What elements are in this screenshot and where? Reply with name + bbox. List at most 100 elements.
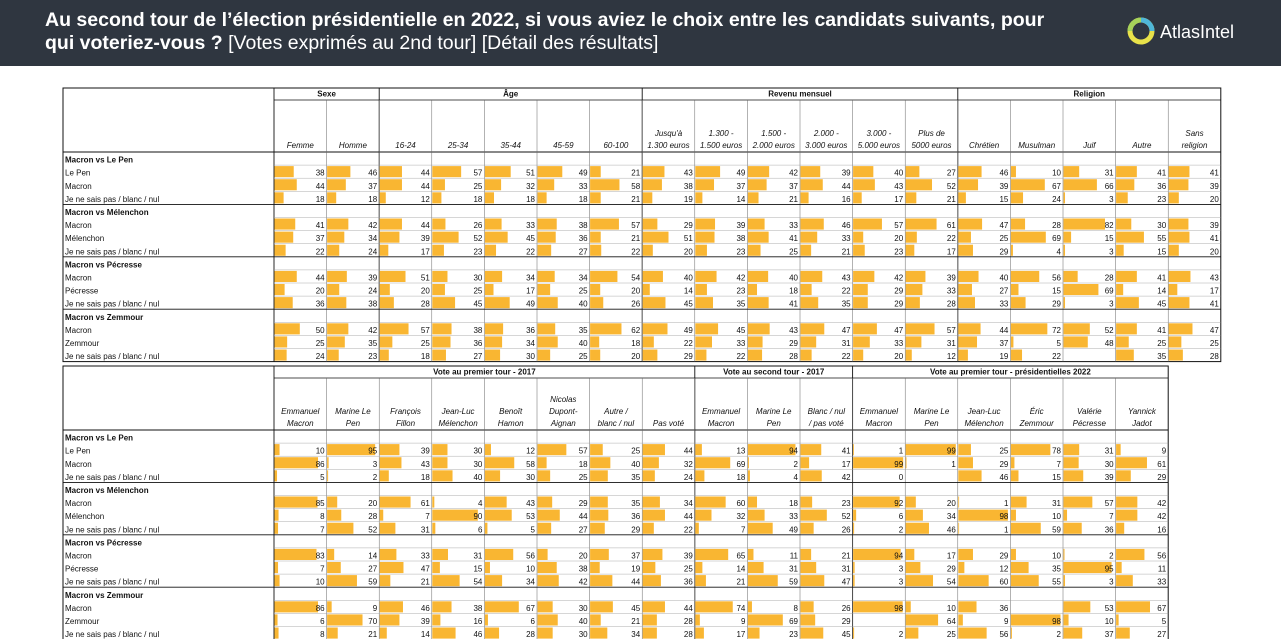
value-bar [958,284,972,296]
value-bar [853,444,854,456]
section-title: Macron vs Le Pen [65,434,133,443]
value-cell: 27 [579,525,588,534]
value-cell: 14 [684,287,693,296]
value-cell: 40 [684,274,693,283]
value-bar [1010,349,1023,361]
value-bar [905,270,926,282]
value-bar [537,522,552,534]
value-cell: 51 [421,274,430,283]
value-bar [432,218,446,230]
value-bar [590,601,613,613]
value-cell: 17 [842,460,851,469]
value-cell: 39 [421,447,430,456]
value-bar [1010,627,1012,639]
value-cell: 18 [789,287,798,296]
value-cell: 14 [736,565,745,574]
value-bar [590,336,600,348]
value-cell: 28 [1210,352,1219,361]
value-bar [432,284,445,296]
value-bar [853,297,868,309]
value-cell: 8 [320,512,325,521]
value-bar [274,297,293,309]
value-cell: 3 [1109,195,1114,204]
column-header: Autre / [603,407,628,416]
value-cell: 23 [1157,195,1166,204]
value-bar [800,457,810,469]
value-bar [484,218,502,230]
value-cell: 31 [947,339,956,348]
value-cell: 18 [421,473,430,482]
value-bar [379,323,409,335]
value-cell: 7 [320,565,325,574]
value-cell: 15 [1105,234,1114,243]
value-cell: 18 [526,195,535,204]
value-bar [958,496,960,508]
value-bar [274,470,278,482]
value-bar [853,522,855,534]
value-bar [432,244,444,256]
value-bar [1063,284,1099,296]
value-bar [484,323,504,335]
value-cell: 47 [842,578,851,587]
header-bar: Au second tour de l’élection présidentie… [0,0,1281,66]
value-cell: 99 [894,460,903,469]
value-cell: 22 [842,287,851,296]
value-bar [484,627,500,639]
value-bar [327,470,329,482]
column-header: 60-100 [603,141,628,150]
value-bar [1010,562,1029,574]
value-cell: 21 [842,247,851,256]
value-bar [379,218,402,230]
value-bar [747,192,759,204]
value-cell: 38 [473,326,482,335]
value-bar [484,166,511,178]
column-header: Jadot [1131,419,1152,428]
value-cell: 27 [1157,630,1166,639]
value-cell: 18 [789,499,798,508]
row-label: Mélenchon [65,512,104,521]
value-bar [537,297,558,309]
column-header: 3.000 - [866,129,891,138]
value-cell: 33 [894,339,903,348]
value-cell: 32 [736,512,745,521]
value-cell: 44 [316,182,325,191]
value-cell: 86 [316,460,325,469]
value-bar [1168,323,1193,335]
value-bar [1116,457,1147,469]
value-cell: 33 [789,512,798,521]
column-header: Pen [767,419,782,428]
value-bar [958,614,963,626]
value-bar [379,284,390,296]
value-cell: 27 [473,352,482,361]
value-bar [537,218,557,230]
column-header: Juif [1082,141,1096,150]
value-cell: 20 [1210,195,1219,204]
value-cell: 55 [1052,578,1061,587]
value-bar [905,627,919,639]
value-bar [537,457,547,469]
value-cell: 28 [1052,221,1061,230]
value-bar [274,457,319,469]
value-bar [274,179,297,191]
column-header: Yannick [1128,407,1157,416]
value-cell: 47 [842,326,851,335]
value-cell: 33 [842,234,851,243]
value-cell: 42 [1157,499,1166,508]
value-cell: 29 [947,565,956,574]
column-header: 2.000 euros [752,141,795,150]
value-bar [484,614,488,626]
value-cell: 18 [579,460,588,469]
value-cell: 70 [368,617,377,626]
value-cell: 37 [1105,630,1114,639]
value-bar [1010,244,1013,256]
column-header: 5000 euros [911,141,951,150]
value-bar [274,218,296,230]
value-bar [1063,457,1079,469]
value-cell: 43 [842,274,851,283]
column-header: Mélenchon [965,419,1005,428]
value-bar [853,231,864,243]
value-cell: 6 [899,512,904,521]
value-cell: 58 [526,460,535,469]
value-cell: 38 [368,300,377,309]
value-bar [642,548,663,560]
